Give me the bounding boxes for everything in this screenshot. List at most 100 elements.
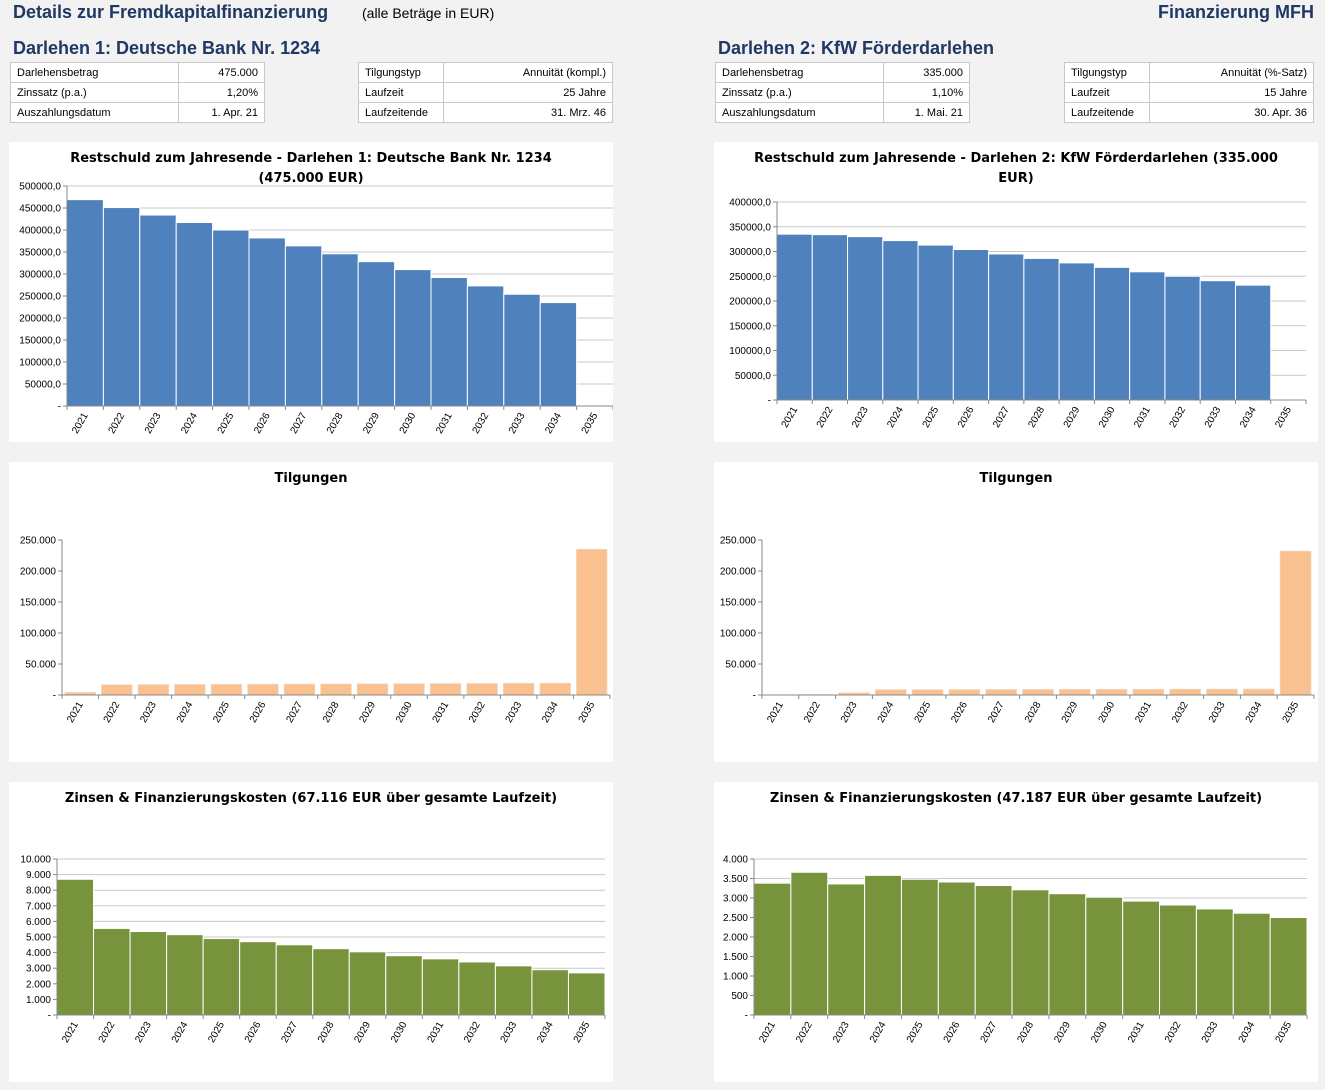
chart-svg: Tilgungen - 50.000 100.000 150.000 200.000 250…	[720, 471, 1315, 725]
chart-bar	[466, 285, 505, 407]
table-row: Auszahlungsdatum 1. Apr. 21	[10, 102, 265, 123]
x-tick-label: 2034	[540, 700, 561, 725]
table-value: 31. Mrz. 46	[443, 102, 613, 123]
x-tick-label: 2030	[1097, 405, 1118, 430]
chart-bar	[1058, 689, 1091, 696]
chart-panel-tilgungen-1: Tilgungen - 50.000 100.000 150.000 200.000 250…	[9, 462, 613, 762]
table-row: Laufzeitende 31. Mrz. 46	[358, 102, 613, 123]
table-row: Darlehensbetrag 335.000	[715, 62, 970, 83]
y-tick-label: 200.000	[720, 567, 757, 578]
y-tick-label: 350000,0	[729, 222, 771, 233]
y-tick-label: 100.000	[720, 629, 757, 640]
chart-svg: Tilgungen - 50.000 100.000 150.000 200.000 250…	[20, 471, 611, 725]
x-tick-label: 2022	[815, 405, 836, 430]
table-value: 475.000	[178, 62, 265, 83]
y-tick-label: -	[753, 691, 756, 702]
y-tick-label: 400000,0	[19, 226, 61, 237]
chart-bar	[320, 683, 352, 696]
chart-bar	[466, 683, 498, 696]
y-tick-label: 4.000	[723, 855, 748, 866]
table-value: 1. Mai. 21	[883, 102, 970, 123]
y-tick-label: -	[53, 691, 56, 702]
loan-1-title: Darlehen 1: Deutsche Bank Nr. 1234	[13, 38, 321, 58]
y-tick-label: 100.000	[20, 629, 57, 640]
table-value: Annuität (kompl.)	[443, 62, 613, 83]
x-tick-label: 2027	[979, 1020, 1000, 1045]
x-tick-label: 2027	[986, 700, 1007, 725]
chart-bar	[101, 684, 133, 696]
y-tick-label: 450000,0	[19, 204, 61, 215]
x-tick-label: 2024	[179, 411, 200, 436]
chart-bar	[275, 944, 314, 1016]
table-label: Auszahlungsdatum	[10, 102, 179, 123]
x-tick-label: 2022	[102, 700, 123, 725]
x-tick-label: 2030	[389, 1020, 410, 1045]
table-value: 1,10%	[883, 82, 970, 103]
y-tick-label: 150000,0	[729, 321, 771, 332]
table-label: Laufzeitende	[1064, 102, 1150, 123]
x-tick-label: 2024	[175, 700, 196, 725]
chart-title: Restschuld zum Jahresende - Darlehen 1: …	[70, 151, 552, 166]
y-tick-label: 2.000	[723, 933, 748, 944]
x-tick-label: 2029	[361, 411, 382, 436]
chart-bar	[917, 244, 954, 401]
x-tick-label: 2031	[434, 411, 455, 436]
table-label: Tilgungstyp	[1064, 62, 1150, 83]
chart-bar	[503, 293, 541, 407]
x-tick-label: 2029	[357, 700, 378, 725]
x-tick-label: 2023	[850, 405, 871, 430]
table-value: 25 Jahre	[443, 82, 613, 103]
chart-bar	[1093, 266, 1131, 401]
x-tick-label: 2023	[143, 411, 164, 436]
chart-bar	[974, 885, 1013, 1016]
chart-bar	[1199, 280, 1236, 401]
chart-bar	[502, 682, 535, 696]
chart-bar	[175, 222, 214, 407]
x-tick-label: 2032	[1170, 700, 1191, 725]
chart-bar	[166, 934, 204, 1016]
x-tick-label: 2022	[107, 411, 128, 436]
x-tick-label: 2026	[243, 1020, 264, 1045]
x-tick-label: 2035	[1274, 1020, 1295, 1045]
y-tick-label: 3.000	[723, 894, 748, 905]
chart-bar	[93, 927, 131, 1016]
y-tick-label: 9.000	[26, 870, 51, 881]
chart-bar	[811, 234, 849, 401]
y-tick-label: -	[768, 396, 771, 407]
y-tick-label: -	[58, 402, 61, 413]
y-tick-label: 250.000	[20, 536, 57, 547]
x-tick-label: 2023	[831, 1020, 852, 1045]
chart-panel-restschuld-2: Restschuld zum Jahresende - Darlehen 2: …	[714, 142, 1318, 442]
chart-bar	[1058, 262, 1095, 401]
y-tick-label: 250000,0	[729, 272, 771, 283]
x-tick-label: 2022	[97, 1020, 118, 1045]
chart-bar	[312, 948, 350, 1016]
x-tick-label: 2025	[913, 700, 934, 725]
x-tick-label: 2035	[1281, 700, 1302, 725]
chart-bar	[882, 240, 919, 401]
y-tick-label: 2.000	[26, 979, 51, 990]
x-tick-label: 2027	[289, 411, 310, 436]
chart-svg: Restschuld zum Jahresende - Darlehen 1: …	[19, 151, 613, 436]
x-tick-label: 2021	[765, 700, 786, 725]
table-row: Zinssatz (p.a.) 1,20%	[10, 82, 265, 103]
x-tick-label: 2025	[211, 700, 232, 725]
x-tick-label: 2034	[1237, 1020, 1258, 1045]
chart-bar	[1279, 550, 1312, 696]
chart-bar	[827, 883, 866, 1016]
y-tick-label: 1.500	[723, 952, 748, 963]
x-tick-label: 2029	[1062, 405, 1083, 430]
table-label: Darlehensbetrag	[715, 62, 884, 83]
chart-bar	[174, 684, 206, 696]
chart-bar	[458, 961, 496, 1016]
x-tick-label: 2027	[279, 1020, 300, 1045]
table-row: Auszahlungsdatum 1. Mai. 21	[715, 102, 970, 123]
chart-bar	[864, 874, 902, 1016]
chart-title: Tilgungen	[980, 471, 1053, 486]
chart-title: Zinsen & Finanzierungskosten (47.187 EUR…	[770, 791, 1262, 806]
table-label: Zinssatz (p.a.)	[10, 82, 179, 103]
chart-bar	[1195, 908, 1234, 1016]
loan-1-details-table: Darlehensbetrag 475.000 Zinssatz (p.a.) 1,…	[10, 62, 265, 123]
x-tick-label: 2028	[1015, 1020, 1036, 1045]
table-value: 1,20%	[178, 82, 265, 103]
